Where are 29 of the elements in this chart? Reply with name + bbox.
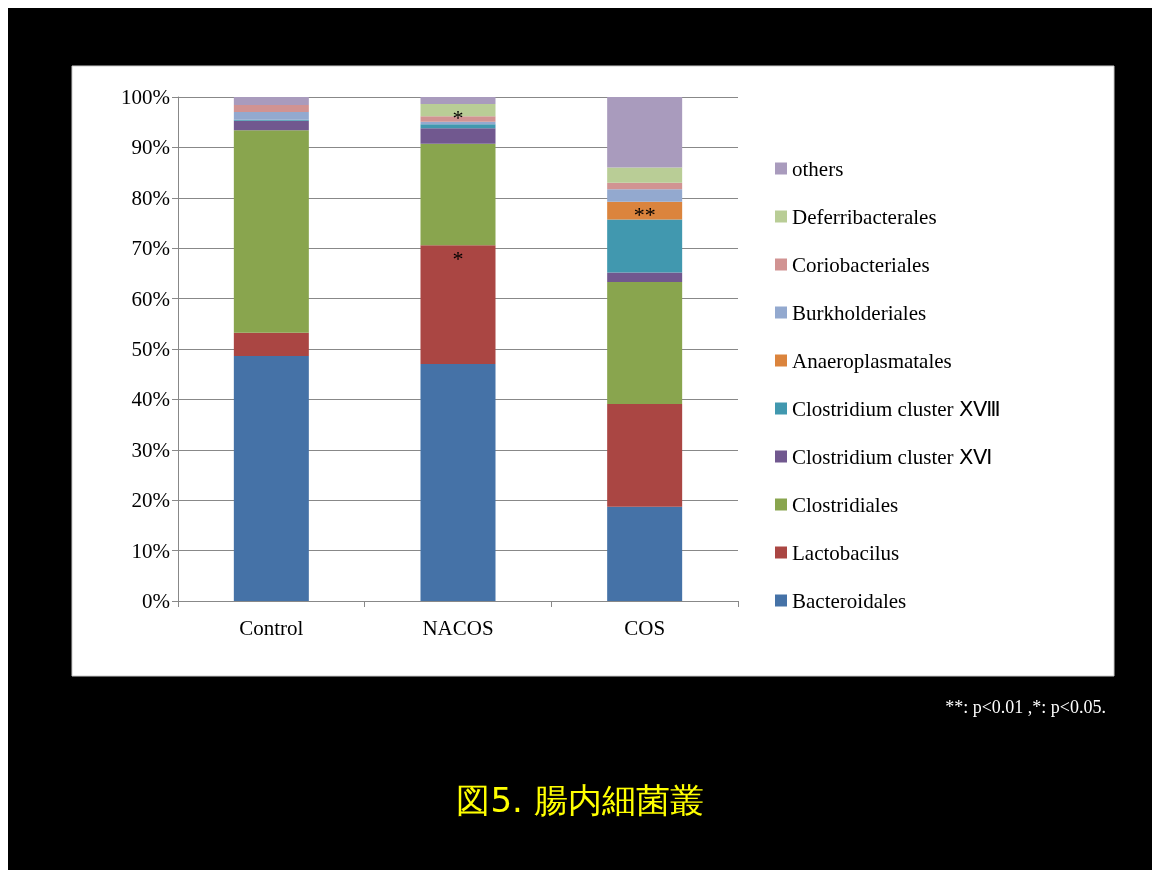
text: 図5. 腸内細菌叢 xyxy=(456,780,704,820)
legend-label: Anaeroplasmatales xyxy=(792,348,952,373)
y-tick-label: 90% xyxy=(131,135,170,160)
x-tick-label: NACOS xyxy=(422,615,494,640)
text: **: p<0.01 ,*: p<0.05. xyxy=(945,697,1107,717)
legend-label: Coriobacteriales xyxy=(792,252,930,277)
annotation: ** xyxy=(633,202,656,228)
annotation: * xyxy=(452,245,464,271)
y-tick-label: 20% xyxy=(131,488,170,513)
y-tick-label: 10% xyxy=(131,538,170,563)
y-tick-label: 70% xyxy=(131,236,170,261)
y-tick-label: 100% xyxy=(121,85,170,109)
x-tick-label: Control xyxy=(239,615,304,640)
legend-label: Clostridium cluster ⅩⅥ xyxy=(792,444,992,469)
y-tick-label: 50% xyxy=(131,337,170,361)
annotation: * xyxy=(452,104,464,130)
legend-label: Clostridiales xyxy=(792,492,899,517)
legend-label: Lactobacilus xyxy=(792,540,900,565)
x-tick-label: COS xyxy=(624,615,666,640)
y-tick-label: 60% xyxy=(131,286,170,311)
y-tick-label: 30% xyxy=(131,437,170,462)
legend-label: Burkholderiales xyxy=(792,300,927,325)
y-tick-label: 80% xyxy=(131,185,170,210)
y-tick-label: 0% xyxy=(142,589,170,613)
legend-label: others xyxy=(792,156,844,181)
legend-label: Deferribacterales xyxy=(792,204,937,229)
legend-label: Bacteroidales xyxy=(792,588,907,613)
y-tick-label: 40% xyxy=(131,387,170,412)
legend-label: Clostridium cluster ⅩⅧ xyxy=(792,396,1001,421)
